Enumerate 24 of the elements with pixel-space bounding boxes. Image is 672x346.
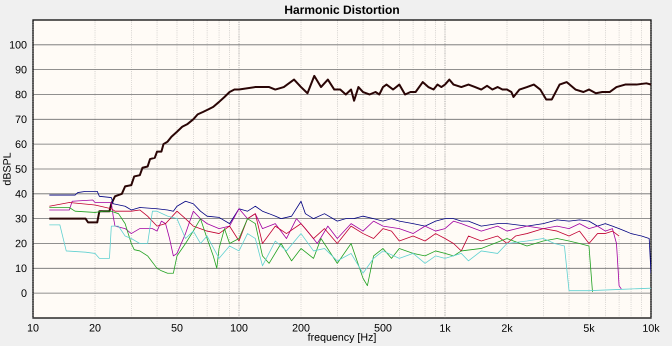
- y-axis-title: dBSPL: [2, 152, 11, 186]
- x-tick-label: 200: [292, 324, 310, 332]
- y-tick-label: 30: [16, 214, 27, 222]
- x-tick-label: 1k: [440, 324, 451, 332]
- y-tick-label: 80: [16, 90, 27, 98]
- chart-title: Harmonic Distortion: [285, 5, 399, 14]
- x-tick-label: 20: [90, 324, 101, 332]
- y-tick-label: 60: [16, 140, 27, 148]
- y-tick-label: 90: [16, 66, 27, 74]
- x-tick-label: 500: [374, 324, 392, 332]
- y-tick-label: 100: [10, 41, 27, 49]
- y-tick-label: 20: [16, 240, 27, 248]
- x-axis-title: frequency [Hz]: [308, 333, 376, 343]
- x-tick-label: 50: [171, 324, 183, 332]
- y-tick-label: 70: [16, 116, 27, 124]
- y-tick-label: 0: [21, 289, 27, 297]
- x-tick-label: 10k: [643, 324, 660, 332]
- x-tick-label: 100: [230, 324, 248, 332]
- y-tick-label: 10: [16, 264, 27, 272]
- x-tick-label: 2k: [502, 324, 513, 332]
- y-tick-label: 40: [15, 190, 27, 198]
- y-tick-label: 50: [16, 165, 27, 173]
- x-tick-label: 5k: [584, 324, 595, 332]
- x-tick-label: 10: [28, 324, 39, 332]
